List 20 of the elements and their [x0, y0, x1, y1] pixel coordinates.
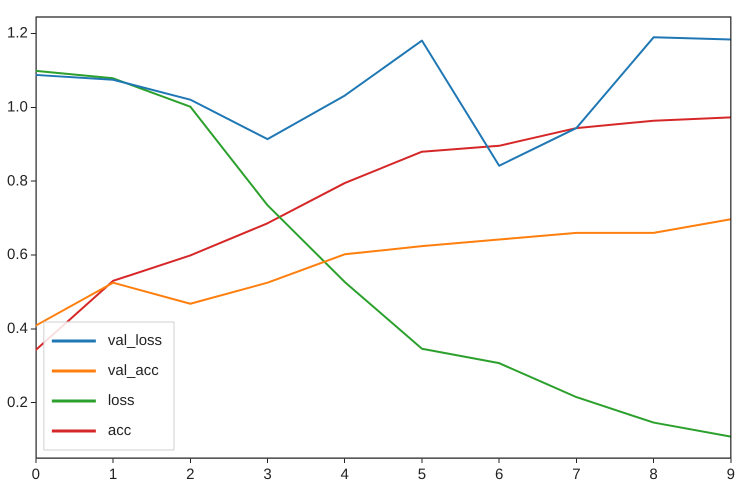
legend-label: loss	[108, 392, 135, 410]
y-tick-label: 1.0	[6, 98, 28, 116]
y-tick-label: 0.6	[6, 246, 28, 264]
x-tick-label: 8	[649, 466, 658, 484]
x-tick-label: 1	[108, 466, 118, 484]
x-tick-label: 7	[572, 466, 581, 484]
y-tick-label: 0.8	[6, 172, 28, 190]
y-tick-label: 0.2	[6, 394, 28, 411]
legend-label: val_acc	[108, 362, 160, 380]
x-tick-label: 0	[32, 466, 40, 484]
x-tick-label: 6	[495, 466, 504, 484]
x-tick-label: 4	[340, 466, 349, 484]
x-tick-label: 2	[186, 466, 194, 484]
legend-label: val_loss	[108, 332, 162, 350]
x-tick-label: 5	[418, 466, 426, 484]
y-tick-label: 0.4	[6, 320, 28, 337]
x-tick-label: 9	[726, 466, 735, 484]
legend-label: acc	[108, 422, 132, 440]
y-tick-label: 1.2	[6, 24, 28, 42]
x-tick-label: 3	[263, 466, 272, 484]
